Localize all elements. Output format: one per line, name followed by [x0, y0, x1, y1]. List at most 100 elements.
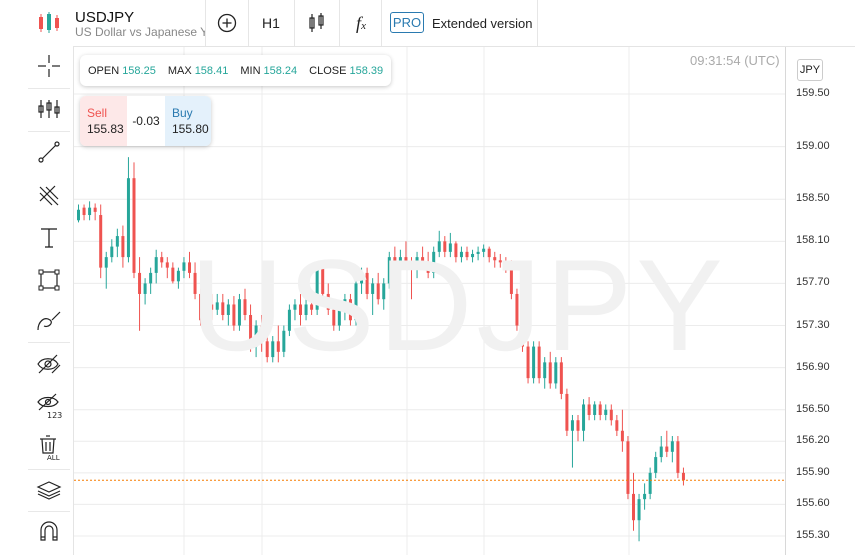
candle: [237, 293, 241, 331]
candle: [665, 430, 669, 458]
trendline-tool[interactable]: [28, 132, 70, 172]
candle: [415, 251, 419, 279]
price-tick-label: 156.20: [796, 434, 830, 447]
candle: [426, 251, 430, 279]
candle: [443, 236, 447, 258]
brush-tool[interactable]: [28, 301, 70, 341]
hide-labels-icon: 123: [37, 393, 62, 419]
candle: [360, 267, 364, 294]
price-tick-label: 155.90: [796, 465, 830, 478]
magnet-tool[interactable]: [28, 512, 70, 552]
pro-badge[interactable]: PRO: [390, 12, 424, 33]
candle: [126, 157, 130, 263]
candle: [171, 262, 175, 284]
open-value: 158.25: [122, 64, 156, 77]
candle: [570, 414, 574, 468]
candle: [648, 467, 652, 500]
server-time: 09:31:54 (UTC): [690, 53, 780, 68]
candle: [410, 257, 413, 300]
crosshair-tool[interactable]: [28, 46, 70, 86]
layers-tool[interactable]: [28, 470, 70, 510]
layers-icon: [36, 481, 62, 500]
symbol-title[interactable]: USDJPY: [75, 9, 135, 26]
candle: [154, 249, 158, 284]
candle: [99, 204, 103, 279]
hide-labels-tool[interactable]: 123: [28, 386, 70, 426]
min-value: 158.24: [263, 64, 298, 77]
candle: [498, 253, 502, 268]
extended-version-link[interactable]: Extended version: [432, 16, 533, 31]
price-tick-label: 157.30: [796, 318, 830, 331]
brush-icon: [37, 311, 61, 331]
candle: [188, 251, 191, 279]
candle: [343, 293, 347, 321]
tool-divider: [28, 131, 70, 132]
text-tool[interactable]: [28, 218, 70, 258]
candle: [249, 304, 253, 352]
price-axis[interactable]: 159.50 159.00 158.50 158.10 157.70 157.30 156.…: [785, 47, 855, 555]
timeframe-button[interactable]: H1: [249, 0, 293, 46]
toolbar-divider: [381, 0, 382, 46]
max-label: MAX: [167, 64, 192, 77]
function-icon: fx: [356, 12, 366, 33]
buy-label: Buy: [172, 106, 193, 120]
toolbar-divider: [537, 0, 538, 46]
candle: [515, 288, 519, 331]
price-tick-label: 159.00: [796, 139, 830, 152]
candle: [437, 230, 441, 258]
candle: [576, 414, 580, 442]
candle: [260, 315, 264, 352]
indicators-button[interactable]: fx: [340, 0, 382, 46]
close-label: CLOSE: [309, 64, 347, 77]
candle: [365, 267, 369, 300]
candlestick-plot[interactable]: [74, 47, 785, 555]
ohlc-panel: OPEN 158.25 MAX 158.41 MIN 158.24 CLOSE …: [80, 55, 392, 86]
candle: [371, 278, 375, 315]
candle: [554, 357, 558, 389]
hide-drawings-tool[interactable]: [28, 344, 70, 384]
candle: [77, 204, 80, 223]
crosshair-icon: [38, 55, 60, 77]
candle: [315, 262, 319, 315]
candle: [215, 293, 219, 315]
candle: [149, 267, 153, 294]
candle: [559, 357, 563, 400]
buy-price: 155.80: [172, 122, 209, 136]
fibonacci-tool[interactable]: [28, 175, 70, 215]
rectangle-tool[interactable]: [28, 260, 70, 300]
sell-price: 155.83: [87, 122, 124, 136]
candle: [387, 251, 391, 289]
rectangle-icon: [38, 269, 60, 291]
hide-drawings-icon: [37, 354, 61, 374]
tool-divider: [28, 88, 70, 89]
add-symbol-button[interactable]: [206, 0, 248, 46]
candle: [160, 251, 164, 268]
candle: [482, 244, 486, 258]
candle: [88, 201, 92, 221]
candle: [115, 228, 119, 258]
symbol-watermark: USDJPY: [190, 232, 727, 378]
candle: [454, 241, 458, 263]
chart-type-button[interactable]: [295, 0, 339, 46]
indicators-icon: [38, 100, 60, 118]
candle: [221, 293, 225, 321]
candle: [226, 299, 230, 326]
candle: [504, 257, 508, 273]
candle: [310, 293, 314, 315]
buy-button[interactable]: Buy 155.80: [165, 96, 211, 146]
candle: [476, 246, 480, 261]
candle: [537, 341, 541, 384]
close-value: 158.39: [349, 64, 384, 77]
indicator-settings-tool[interactable]: [28, 89, 70, 129]
candle: [165, 257, 169, 279]
candle: [521, 320, 524, 352]
tool-divider: [28, 511, 70, 512]
sell-button[interactable]: Sell 155.83: [80, 96, 127, 146]
candle: [398, 249, 402, 279]
candle: [138, 257, 142, 331]
delete-all-tool[interactable]: ALL: [28, 428, 70, 468]
candle: [626, 436, 630, 500]
currency-button[interactable]: JPY: [797, 59, 823, 81]
trade-panel: Sell 155.83 -0.03 Buy 155.80: [80, 96, 211, 146]
candle: [199, 288, 203, 326]
